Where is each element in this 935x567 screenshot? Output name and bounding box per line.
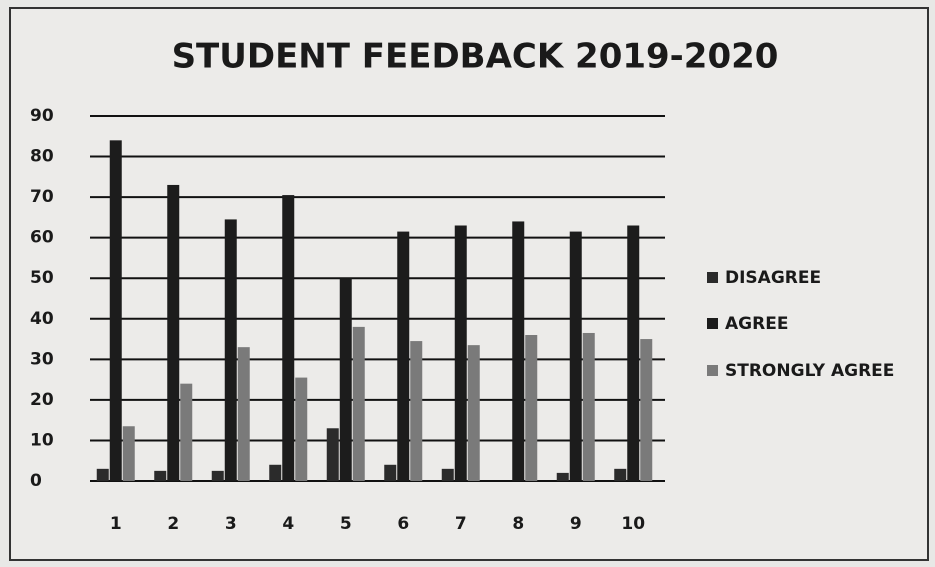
y-tick-label: 80: [30, 147, 54, 167]
y-tick-label: 30: [30, 349, 54, 369]
y-tick-label: 90: [30, 106, 54, 126]
y-tick-label: 0: [30, 471, 42, 491]
bar: [122, 426, 135, 481]
y-tick-label: 60: [30, 228, 54, 248]
legend-label: STRONGLY AGREE: [725, 361, 894, 381]
legend-swatch: [707, 272, 718, 283]
bar: [96, 468, 109, 481]
bar: [410, 341, 423, 481]
bar: [154, 470, 167, 481]
y-tick-label: 50: [30, 268, 54, 288]
bar: [295, 377, 308, 481]
bar: [556, 472, 569, 481]
y-tick-label: 10: [30, 430, 54, 450]
bar: [167, 184, 180, 481]
bar: [339, 278, 352, 481]
legend-label: AGREE: [725, 314, 788, 334]
bar: [352, 326, 365, 481]
bar: [614, 468, 627, 481]
bar: [224, 219, 237, 481]
legend-label: DISAGREE: [725, 268, 821, 288]
bar: [467, 345, 480, 481]
legend-swatch: [707, 365, 718, 376]
x-tick-label: 10: [621, 514, 645, 534]
bar: [384, 464, 397, 481]
bar: [282, 195, 295, 482]
x-tick-label: 9: [570, 514, 582, 534]
bar: [582, 332, 595, 481]
bar: [211, 470, 224, 481]
x-tick-label: 3: [225, 514, 237, 534]
legend-swatch: [707, 318, 718, 329]
x-tick-label: 2: [167, 514, 179, 534]
bar: [640, 339, 653, 481]
bar: [569, 231, 582, 481]
bar: [180, 383, 193, 481]
y-tick-label: 20: [30, 390, 54, 410]
x-tick-label: 8: [512, 514, 524, 534]
x-tick-label: 5: [340, 514, 352, 534]
bar: [441, 468, 454, 481]
chart-title: STUDENT FEEDBACK 2019-2020: [172, 37, 779, 77]
bar: [454, 225, 467, 481]
y-tick-label: 70: [30, 187, 54, 207]
x-tick-label: 1: [110, 514, 122, 534]
bar: [109, 140, 122, 482]
x-tick-label: 7: [455, 514, 467, 534]
x-tick-label: 6: [397, 514, 409, 534]
bar: [269, 464, 282, 481]
bar: [326, 428, 339, 481]
bar: [525, 335, 538, 481]
bar: [627, 225, 640, 481]
bar: [237, 347, 250, 481]
x-tick-label: 4: [282, 514, 294, 534]
bar: [512, 221, 525, 481]
bar: [397, 231, 410, 481]
y-tick-label: 40: [30, 309, 54, 329]
